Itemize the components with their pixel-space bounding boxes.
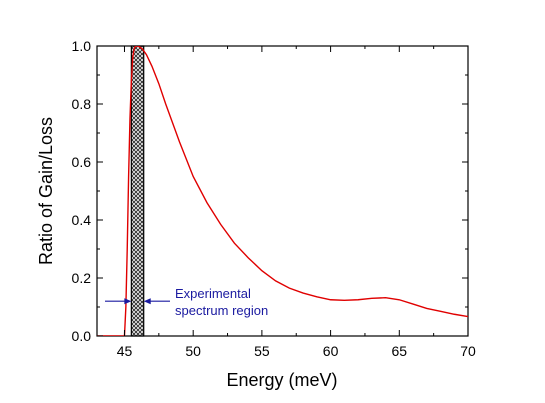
series-line-0	[97, 46, 468, 336]
x-tick-label: 55	[254, 343, 270, 359]
y-tick-label: 0.6	[72, 154, 92, 170]
annotation-line-1: Experimental	[175, 286, 251, 301]
y-axis-title: Ratio of Gain/Loss	[36, 117, 56, 265]
annotation-line-2: spectrum region	[175, 303, 268, 318]
plot-area	[96, 45, 469, 337]
experimental-region-layer	[130, 45, 145, 337]
y-tick-label: 0.0	[72, 328, 92, 344]
y-tick-label: 0.4	[72, 212, 92, 228]
x-tick-label: 65	[392, 343, 408, 359]
experimental-region-band	[130, 45, 145, 337]
annotation-layer: Experimental spectrum region	[105, 286, 268, 318]
annotation-arrowhead-right	[143, 298, 151, 305]
y-tick-label: 0.8	[72, 96, 92, 112]
y-axis-ticks: 0.0 0.2 0.4 0.6 0.8 1.0	[72, 38, 468, 344]
annotation-arrowhead-left	[124, 298, 132, 305]
x-axis-title: Energy (meV)	[226, 370, 337, 390]
y-tick-label: 0.2	[72, 270, 92, 286]
y-tick-label: 1.0	[72, 38, 92, 54]
series-layer	[97, 46, 468, 336]
x-axis-ticks: 45 50 55 60 65 70	[117, 46, 476, 359]
plot-frame	[96, 45, 469, 337]
x-tick-label: 60	[323, 343, 339, 359]
x-tick-label: 45	[117, 343, 133, 359]
x-tick-label: 70	[460, 343, 476, 359]
x-tick-label: 50	[185, 343, 201, 359]
